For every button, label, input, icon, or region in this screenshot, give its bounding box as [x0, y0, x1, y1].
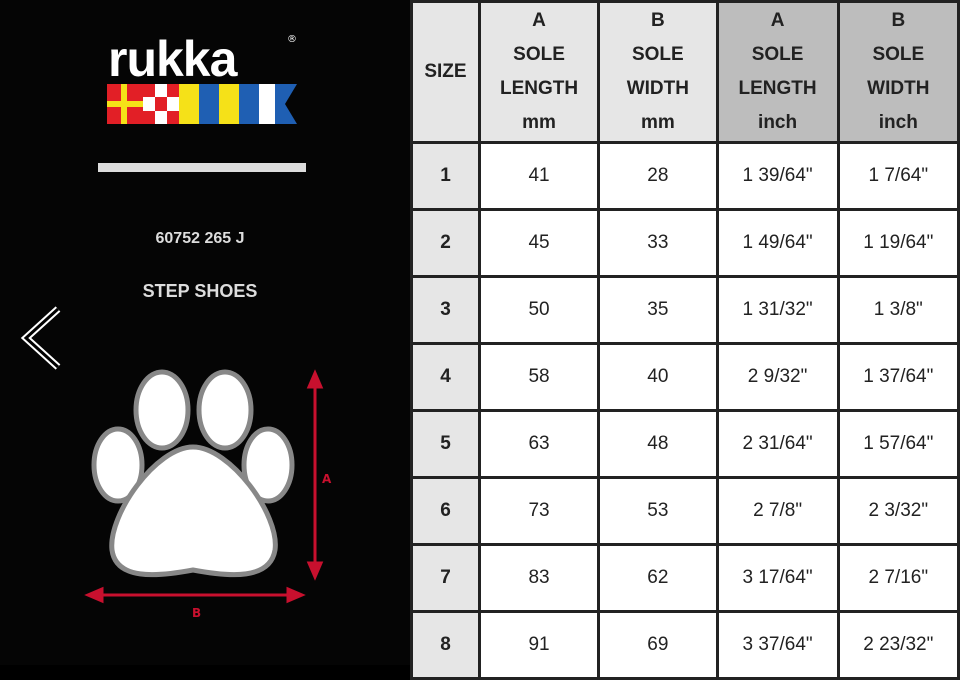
value-cell: 58 — [477, 342, 601, 412]
value-cell: 2 23/32" — [836, 610, 960, 680]
header-line: mm — [522, 112, 556, 133]
value-cell: 53 — [597, 476, 719, 546]
header-line: LENGTH — [738, 78, 817, 99]
size-cell: 2 — [410, 208, 481, 278]
value-cell: 1 57/64" — [836, 409, 960, 479]
table-row: 2 45 33 1 49/64" 1 19/64" — [410, 208, 960, 278]
value-cell: 41 — [477, 141, 601, 211]
value-cell: 2 7/16" — [836, 543, 960, 613]
size-cell: 5 — [410, 409, 481, 479]
size-cell: 8 — [410, 610, 481, 680]
label-b: B — [192, 606, 201, 620]
header-line: A — [532, 10, 546, 31]
registered-mark: ® — [287, 34, 297, 45]
column-header: B SOLE WIDTH inch — [836, 0, 960, 144]
value-cell: 91 — [477, 610, 601, 680]
value-cell: 1 39/64" — [715, 141, 840, 211]
column-header: A SOLE LENGTH inch — [715, 0, 840, 144]
header-line: SOLE — [751, 44, 804, 65]
product-name: STEP SHOES — [142, 281, 258, 301]
product-image-panel: rukka ® 60752 265 J STEP SHOES A B — [0, 0, 410, 665]
value-cell: 2 31/64" — [715, 409, 840, 479]
table-row: 3 50 35 1 31/32" 1 3/8" — [410, 275, 960, 345]
size-cell: 6 — [410, 476, 481, 546]
value-cell: 3 17/64" — [715, 543, 840, 613]
header-line: B — [650, 10, 665, 31]
header-line: SIZE — [424, 61, 467, 82]
column-header: B SOLE WIDTH mm — [597, 0, 719, 144]
table-row: 1 41 28 1 39/64" 1 7/64" — [410, 141, 960, 211]
column-header: A SOLE LENGTH mm — [477, 0, 601, 144]
paw-diagram: A B — [84, 369, 332, 620]
header-line: mm — [640, 112, 675, 133]
value-cell: 2 9/32" — [715, 342, 840, 412]
header-line: SOLE — [513, 44, 565, 65]
value-cell: 1 3/8" — [836, 275, 960, 345]
value-cell: 48 — [597, 409, 719, 479]
header-line: SOLE — [872, 44, 925, 65]
value-cell: 1 7/64" — [836, 141, 960, 211]
value-cell: 50 — [477, 275, 601, 345]
column-header: SIZE — [410, 0, 481, 144]
value-cell: 73 — [477, 476, 601, 546]
value-cell: 2 7/8" — [715, 476, 840, 546]
value-cell: 1 31/32" — [715, 275, 840, 345]
header-line: A — [770, 10, 785, 31]
table-row: 6 73 53 2 7/8" 2 3/32" — [410, 476, 960, 546]
table-row: 4 58 40 2 9/32" 1 37/64" — [410, 342, 960, 412]
size-cell: 3 — [410, 275, 481, 345]
table-row: 5 63 48 2 31/64" 1 57/64" — [410, 409, 960, 479]
chevron-left-icon[interactable] — [18, 305, 64, 371]
table-row: 7 83 62 3 17/64" 2 7/16" — [410, 543, 960, 613]
signal-flags-logo — [107, 84, 297, 124]
value-cell: 2 3/32" — [836, 476, 960, 546]
label-a: A — [322, 472, 332, 486]
value-cell: 83 — [477, 543, 601, 613]
product-code: 60752 265 J — [155, 230, 245, 247]
header-line: inch — [758, 112, 798, 133]
value-cell: 69 — [597, 610, 719, 680]
size-cell: 1 — [410, 141, 481, 211]
value-cell: 1 19/64" — [836, 208, 960, 278]
size-cell: 4 — [410, 342, 481, 412]
value-cell: 40 — [597, 342, 719, 412]
table-row: 8 91 69 3 37/64" 2 23/32" — [410, 610, 960, 680]
value-cell: 63 — [477, 409, 601, 479]
header-line: B — [891, 10, 906, 31]
header-line: SOLE — [631, 44, 684, 65]
size-cell: 7 — [410, 543, 481, 613]
value-cell: 45 — [477, 208, 601, 278]
header-line: WIDTH — [867, 78, 930, 99]
value-cell: 3 37/64" — [715, 610, 840, 680]
divider-bar — [98, 163, 306, 172]
size-chart-table: SIZE A SOLE LENGTH mm B SOLE WIDTH mm A SOLE LENGTH… — [410, 0, 960, 680]
header-line: LENGTH — [499, 78, 579, 99]
value-cell: 33 — [597, 208, 719, 278]
header-line: WIDTH — [626, 78, 689, 99]
value-cell: 1 37/64" — [836, 342, 960, 412]
rukka-logo: rukka — [108, 31, 237, 87]
value-cell: 1 49/64" — [715, 208, 840, 278]
header-line: inch — [878, 112, 918, 133]
value-cell: 62 — [597, 543, 719, 613]
value-cell: 28 — [597, 141, 719, 211]
value-cell: 35 — [597, 275, 719, 345]
